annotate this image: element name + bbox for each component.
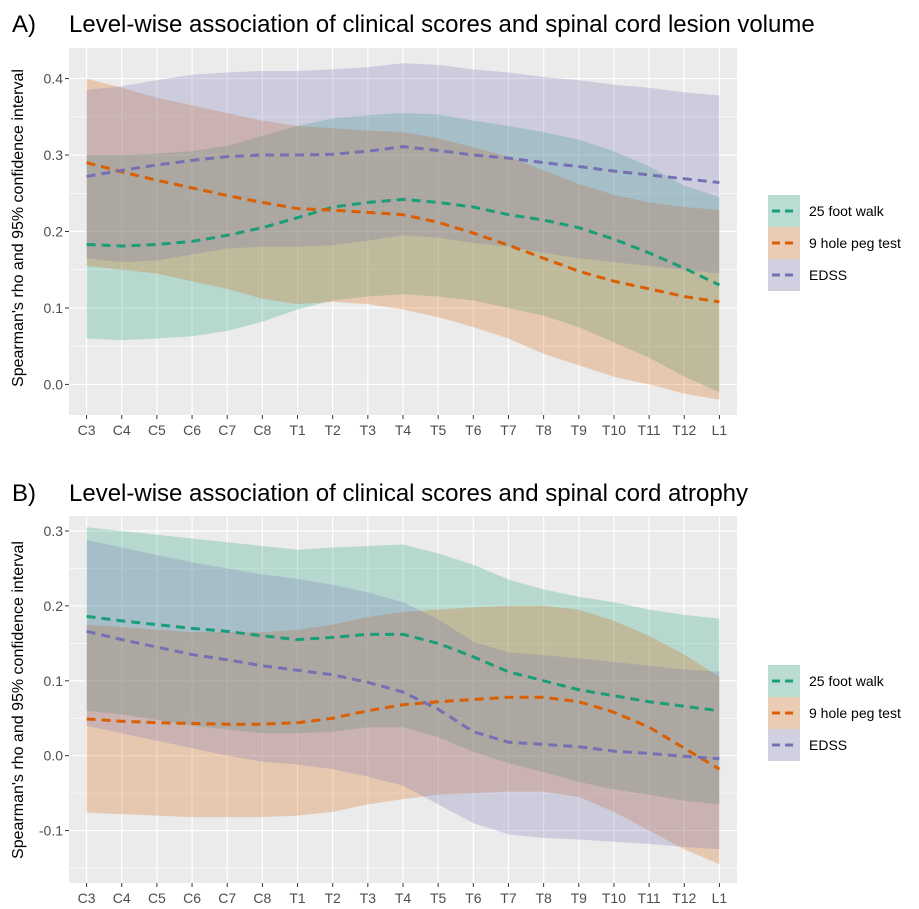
x-tick-label: T5 (430, 890, 447, 906)
x-tick-label: C6 (183, 422, 201, 438)
series-line (86, 197, 721, 287)
x-tick-label: T12 (672, 422, 696, 438)
x-tick-label: T2 (325, 422, 342, 438)
y-tick-label: 0.1 (44, 673, 64, 689)
x-tick-label: T3 (360, 422, 377, 438)
ci-ribbon (86, 539, 720, 850)
x-tick-label: L1 (712, 890, 728, 906)
legend-label: 9 hole peg test (809, 705, 901, 721)
y-tick-label: 0.4 (44, 71, 64, 87)
series-line (86, 629, 720, 761)
x-tick-label: T7 (500, 422, 517, 438)
x-tick-label: C4 (113, 890, 131, 906)
x-tick-label: C7 (218, 890, 236, 906)
y-tick-label: 0.0 (44, 748, 64, 764)
y-tick-label: 0.0 (44, 376, 64, 392)
x-tick-label: C7 (218, 422, 236, 438)
x-tick-label: T7 (500, 890, 517, 906)
y-tick-label: 0.2 (44, 224, 64, 240)
series-line (86, 614, 720, 713)
y-tick-label: -0.1 (39, 823, 63, 839)
series-line (86, 695, 721, 771)
x-tick-label: T2 (325, 890, 342, 906)
x-tick-label: C8 (253, 422, 271, 438)
ci-ribbon (86, 78, 720, 400)
ci-ribbon (86, 605, 720, 865)
legend-label: 25 foot walk (809, 673, 885, 689)
x-tick-label: T1 (289, 890, 306, 906)
panel-letter-a: A) (12, 11, 36, 38)
x-tick-label: T8 (535, 422, 552, 438)
x-tick-label: T5 (430, 422, 447, 438)
y-axis-label-a: Spearman's rho and 95% confidence interv… (10, 69, 27, 387)
x-tick-label: T1 (289, 422, 306, 438)
panel-letter-b: B) (12, 480, 36, 507)
x-tick-label: T9 (571, 422, 588, 438)
legend-label: EDSS (809, 267, 847, 283)
y-axis-label-b: Spearman's rho and 95% confidence interv… (10, 541, 27, 859)
series-line (86, 161, 720, 304)
x-tick-label: T10 (602, 422, 626, 438)
series-line (86, 145, 720, 185)
y-tick-label: 0.2 (44, 598, 64, 614)
panel-a: A) Level-wise association of clinical sc… (10, 11, 901, 438)
x-tick-label: T3 (360, 890, 377, 906)
x-tick-label: C6 (183, 890, 201, 906)
x-tick-label: C8 (253, 890, 271, 906)
legend-label: 25 foot walk (809, 203, 885, 219)
ci-ribbon (86, 112, 720, 393)
x-tick-label: L1 (712, 422, 728, 438)
chart-title-a: Level-wise association of clinical score… (69, 11, 815, 38)
x-tick-label: T4 (395, 422, 412, 438)
x-tick-label: T6 (465, 890, 482, 906)
y-tick-label: 0.1 (44, 300, 64, 316)
x-tick-label: T12 (672, 890, 696, 906)
x-tick-label: T6 (465, 422, 482, 438)
x-tick-label: C5 (148, 422, 166, 438)
x-tick-label: C5 (148, 890, 166, 906)
y-tick-label: 0.3 (44, 523, 64, 539)
x-tick-label: C3 (78, 890, 96, 906)
y-tick-label: 0.3 (44, 147, 64, 163)
x-tick-label: T10 (602, 890, 626, 906)
x-tick-label: T11 (638, 890, 661, 906)
legend-label: EDSS (809, 737, 847, 753)
chart-title-b: Level-wise association of clinical score… (69, 480, 748, 507)
legend-label: 9 hole peg test (809, 235, 901, 251)
x-tick-label: T11 (638, 422, 661, 438)
ci-ribbon (86, 63, 720, 274)
panel-b: B) Level-wise association of clinical sc… (10, 480, 901, 906)
x-tick-label: T8 (535, 890, 552, 906)
x-tick-label: T4 (395, 890, 412, 906)
ci-ribbon (86, 527, 720, 805)
x-tick-label: C4 (113, 422, 131, 438)
x-tick-label: T9 (571, 890, 588, 906)
x-tick-label: C3 (78, 422, 96, 438)
